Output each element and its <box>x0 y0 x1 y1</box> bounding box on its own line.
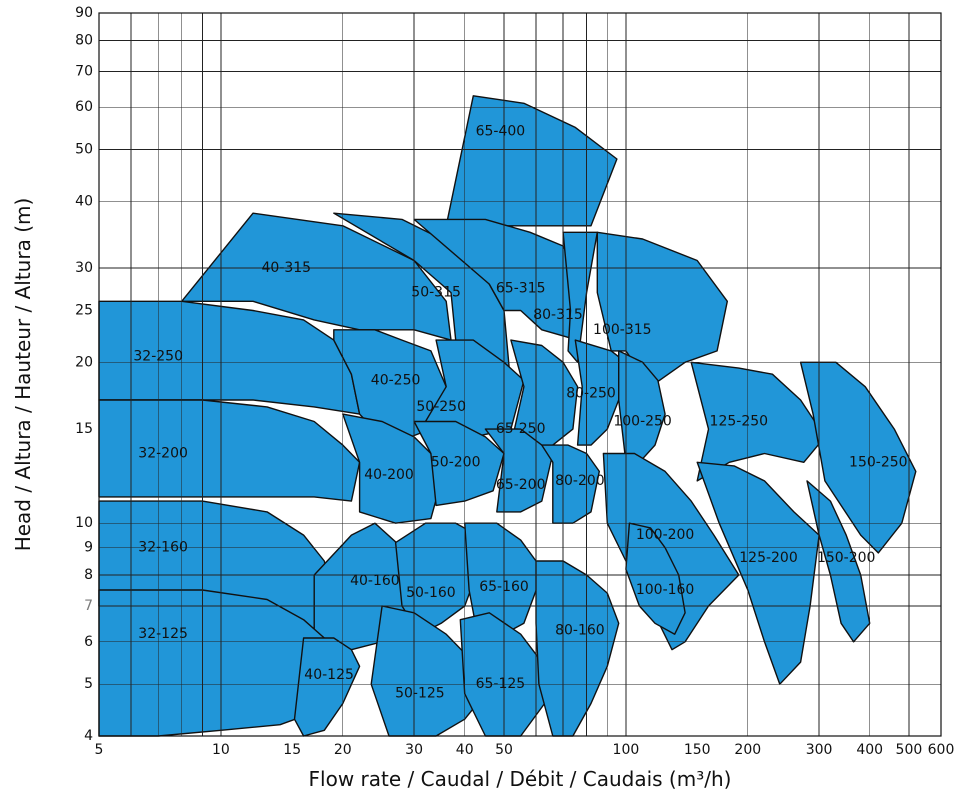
pump-regions <box>98 95 917 737</box>
region-label-100-250: 100-250 <box>613 414 672 430</box>
x-tick-label: 200 <box>734 742 761 758</box>
x-axis-title: Flow rate / Caudal / Débit / Caudais (m³… <box>309 767 732 791</box>
x-tick-label: 300 <box>806 742 833 758</box>
y-tick-label: 20 <box>75 354 93 370</box>
x-tick-label: 15 <box>283 742 301 758</box>
region-100-160 <box>625 522 686 635</box>
region-label-65-160: 65-160 <box>479 579 529 595</box>
region-label-65-250: 65-250 <box>496 421 546 437</box>
y-axis-ticks: 4 5 6 7 8 9 10 15 20 25 30 40 50 60 70 80 90 <box>75 5 93 744</box>
region-40-125 <box>293 637 361 737</box>
x-tick-label: 40 <box>456 742 474 758</box>
region-label-40-315: 40-315 <box>262 260 312 276</box>
region-label-65-200: 65-200 <box>496 477 546 493</box>
y-tick-label: 50 <box>75 142 93 158</box>
region-65-400 <box>445 95 618 227</box>
y-tick-label: 7 <box>84 598 93 614</box>
region-label-40-200: 40-200 <box>364 467 414 483</box>
region-label-125-250: 125-250 <box>710 414 769 430</box>
y-tick-label: 60 <box>75 99 93 115</box>
region-80-200 <box>541 444 600 524</box>
region-label-50-160: 50-160 <box>406 585 456 601</box>
y-tick-label: 70 <box>75 63 93 79</box>
x-tick-label: 30 <box>405 742 423 758</box>
region-label-32-250: 32-250 <box>133 349 183 365</box>
region-65-160 <box>464 522 543 639</box>
x-tick-label: 100 <box>613 742 640 758</box>
region-label-80-200: 80-200 <box>555 473 605 489</box>
region-50-200 <box>413 420 505 507</box>
y-tick-label: 4 <box>84 728 93 744</box>
x-tick-label: 20 <box>334 742 352 758</box>
region-label-100-315: 100-315 <box>593 322 652 338</box>
y-tick-label: 9 <box>84 540 93 556</box>
y-tick-label: 25 <box>75 303 93 319</box>
region-32-200 <box>98 399 361 502</box>
y-tick-label: 10 <box>75 515 93 531</box>
region-label-32-200: 32-200 <box>138 446 188 462</box>
y-tick-label: 80 <box>75 32 93 48</box>
region-label-40-125: 40-125 <box>304 667 354 683</box>
region-label-40-160: 40-160 <box>350 573 400 589</box>
region-label-150-200: 150-200 <box>817 550 876 566</box>
region-label-150-250: 150-250 <box>849 454 908 470</box>
region-label-80-250: 80-250 <box>566 385 616 401</box>
region-labels: 65-400 40-315 50-315 65-315 80-315 100-315 32-… <box>133 124 907 702</box>
y-tick-label: 6 <box>84 634 93 650</box>
plot-frame <box>98 12 942 737</box>
y-tick-label: 40 <box>75 193 93 209</box>
y-axis-title: Head / Altura / Hauteur / Altura (m) <box>11 198 35 552</box>
x-tick-label: 50 <box>495 742 513 758</box>
x-tick-label: 500 <box>896 742 923 758</box>
region-label-100-200: 100-200 <box>636 527 695 543</box>
region-label-80-315: 80-315 <box>533 307 583 323</box>
x-axis-ticks: 5 10 15 20 30 40 50 100 150 200 300 400 500 600 <box>95 742 955 758</box>
region-label-40-250: 40-250 <box>371 372 421 388</box>
x-tick-label: 5 <box>95 742 104 758</box>
region-label-50-315: 50-315 <box>411 285 461 301</box>
region-label-125-200: 125-200 <box>739 550 798 566</box>
x-tick-label: 400 <box>856 742 883 758</box>
region-label-50-200: 50-200 <box>431 454 481 470</box>
x-tick-label: 150 <box>684 742 711 758</box>
region-65-125 <box>459 612 546 737</box>
y-tick-label: 5 <box>84 676 93 692</box>
y-tick-label: 8 <box>84 567 93 583</box>
region-80-160 <box>535 560 620 737</box>
region-label-50-250: 50-250 <box>416 399 466 415</box>
y-tick-label: 15 <box>75 421 93 437</box>
y-tick-label: 30 <box>75 260 93 276</box>
region-label-50-125: 50-125 <box>395 686 445 702</box>
region-100-250 <box>618 350 666 463</box>
region-label-32-160: 32-160 <box>138 540 188 556</box>
region-150-200 <box>806 480 871 643</box>
region-label-65-125: 65-125 <box>476 676 526 692</box>
region-label-65-400: 65-400 <box>476 124 526 140</box>
x-tick-label: 10 <box>212 742 230 758</box>
region-label-32-125: 32-125 <box>138 626 188 642</box>
y-tick-label: 90 <box>75 5 93 21</box>
region-label-100-160: 100-160 <box>636 582 695 598</box>
region-125-200 <box>696 461 820 685</box>
x-tick-label: 600 <box>928 742 955 758</box>
region-label-65-315: 65-315 <box>496 280 546 296</box>
region-label-80-160: 80-160 <box>555 623 605 639</box>
